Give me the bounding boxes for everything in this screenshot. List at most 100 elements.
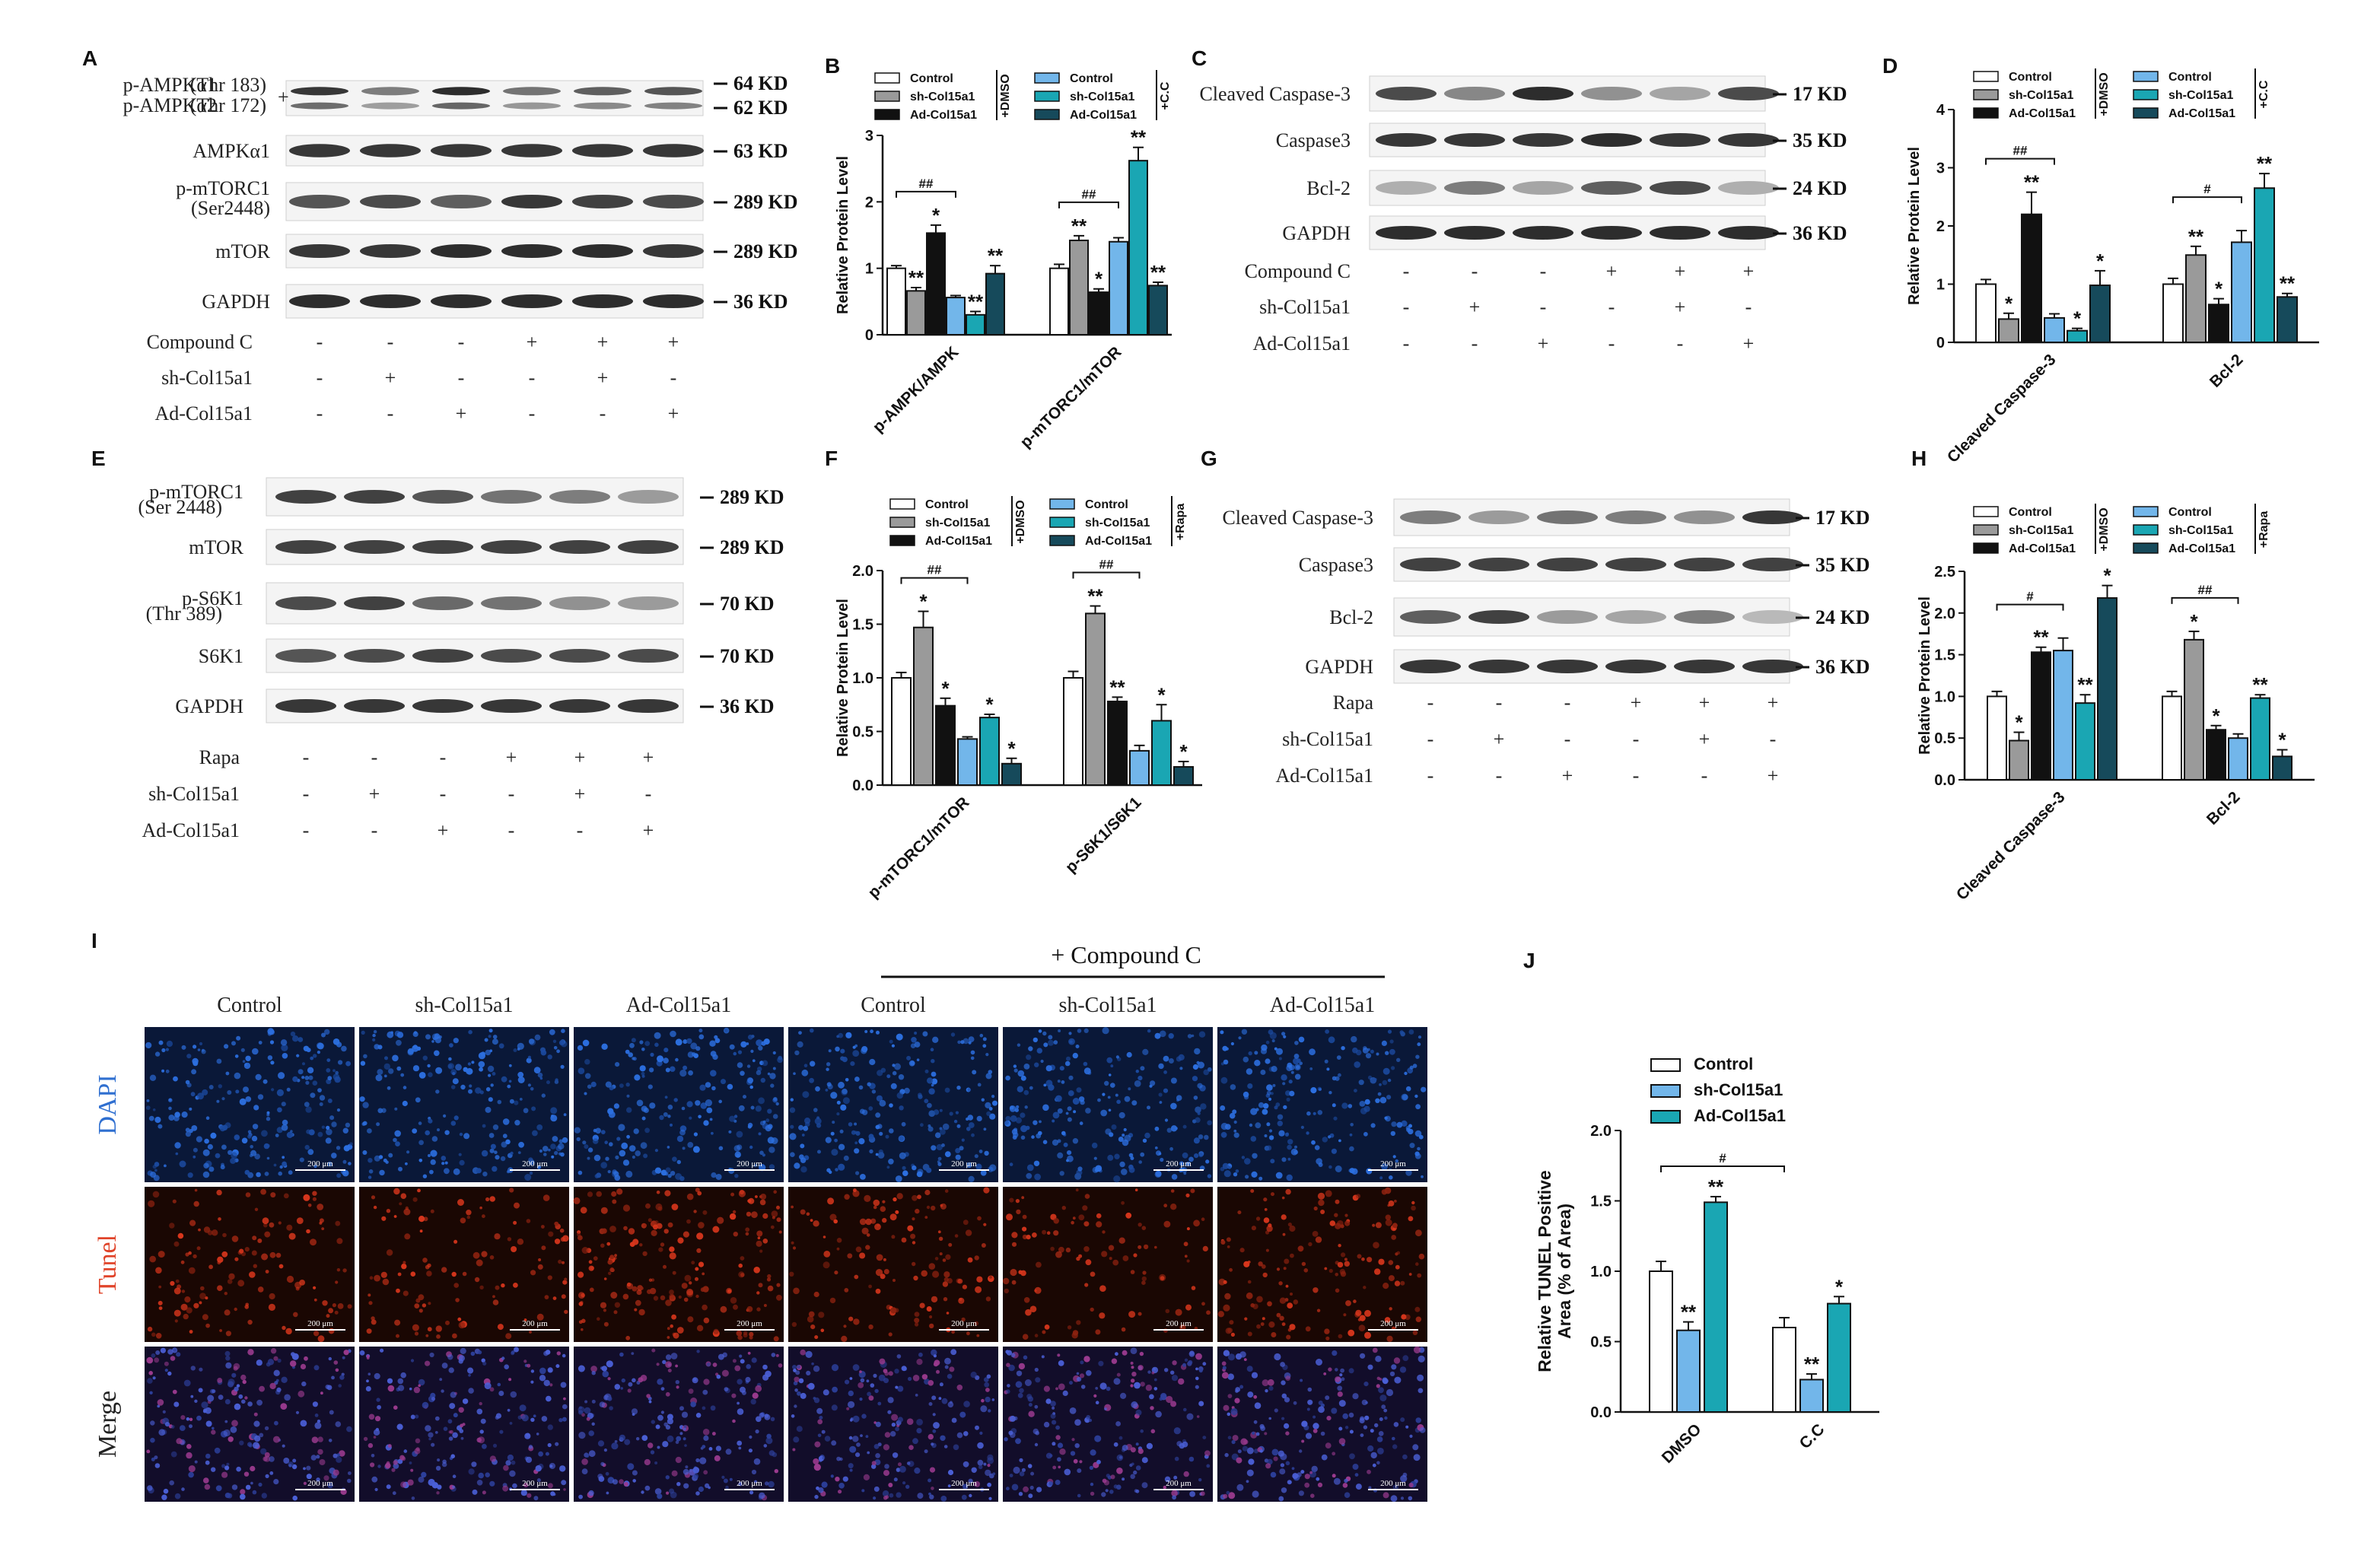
bar [1001, 762, 1022, 786]
cell-nucleus [1354, 1061, 1360, 1068]
cell-nucleus [1370, 1452, 1377, 1459]
cell-nucleus [304, 1076, 310, 1080]
cell-nucleus [889, 1493, 894, 1498]
cell-nucleus [1131, 1462, 1134, 1466]
cell-nucleus [729, 1115, 736, 1122]
cell-nucleus [403, 1449, 408, 1453]
cell-nucleus [280, 1403, 288, 1410]
cell-nucleus [615, 1155, 619, 1159]
cell-nucleus [641, 1048, 645, 1051]
cell-nucleus [966, 1162, 972, 1169]
cell-nucleus [891, 1235, 896, 1239]
cell-nucleus [1135, 1409, 1142, 1416]
cell-nucleus [637, 1285, 643, 1291]
cell-nucleus [1254, 1051, 1258, 1055]
cell-nucleus [377, 1464, 381, 1468]
cell-nucleus [397, 1458, 403, 1464]
cell-nucleus [384, 1056, 388, 1061]
cell-nucleus [801, 1069, 809, 1076]
protein-band [1537, 510, 1598, 524]
cell-nucleus [956, 1385, 963, 1391]
cell-nucleus [596, 1172, 602, 1178]
cell-nucleus [915, 1322, 919, 1327]
protein-band [1718, 181, 1779, 195]
cell-nucleus [180, 1415, 186, 1420]
cell-nucleus [644, 1041, 651, 1046]
cell-nucleus [174, 1142, 181, 1149]
y-tick-label: 2.0 [852, 563, 873, 580]
cell-nucleus [1392, 1223, 1398, 1229]
cell-nucleus [1271, 1332, 1277, 1337]
cell-nucleus [360, 1061, 366, 1066]
cell-nucleus [823, 1251, 831, 1258]
cell-nucleus [749, 1085, 753, 1089]
kd-label: 64 KD [733, 72, 788, 94]
cell-nucleus [695, 1277, 698, 1281]
kd-label: 17 KD [1793, 83, 1847, 105]
cell-nucleus [1009, 1474, 1013, 1477]
band-label: p-mTORC1 [176, 177, 270, 199]
cell-nucleus [204, 1483, 211, 1490]
cell-nucleus [1069, 1407, 1077, 1414]
cell-nucleus [474, 1277, 480, 1283]
treatment-sign: - [317, 367, 323, 389]
cell-nucleus [591, 1399, 596, 1404]
cell-nucleus [154, 1357, 160, 1363]
cell-nucleus [926, 1167, 932, 1173]
cell-nucleus [239, 1248, 244, 1254]
cell-nucleus [199, 1367, 203, 1372]
cell-nucleus [170, 1451, 177, 1458]
cell-nucleus [543, 1153, 547, 1156]
cell-nucleus [667, 1115, 671, 1118]
cell-nucleus [1261, 1264, 1266, 1269]
cell-nucleus [1354, 1473, 1359, 1477]
cell-nucleus [665, 1391, 670, 1397]
micrograph-merge: 200 μm [1217, 1346, 1427, 1503]
cell-nucleus [347, 1478, 352, 1483]
cell-nucleus [591, 1422, 595, 1426]
cell-nucleus [1227, 1353, 1236, 1361]
cell-nucleus [1284, 1423, 1290, 1429]
cell-nucleus [1052, 1119, 1055, 1123]
column-label: Control [861, 994, 926, 1017]
cell-nucleus [1048, 1084, 1055, 1091]
cell-nucleus [957, 1040, 961, 1045]
cell-nucleus [691, 1261, 695, 1265]
cell-nucleus [738, 1190, 746, 1197]
cell-nucleus [543, 1350, 549, 1356]
cell-nucleus [940, 1129, 946, 1135]
cell-nucleus [966, 1331, 970, 1336]
cell-nucleus [1086, 1415, 1091, 1420]
kd-label: 289 KD [720, 486, 784, 508]
cell-nucleus [554, 1239, 561, 1245]
cell-nucleus [748, 1448, 753, 1453]
cell-nucleus [639, 1040, 644, 1045]
cell-nucleus [1140, 1382, 1145, 1387]
cell-nucleus [502, 1134, 508, 1139]
cell-nucleus [1382, 1492, 1389, 1499]
cell-nucleus [1332, 1350, 1338, 1356]
cell-nucleus [1206, 1310, 1211, 1315]
cell-nucleus [693, 1210, 697, 1213]
cell-nucleus [879, 1131, 883, 1136]
cell-nucleus [758, 1132, 762, 1136]
cell-nucleus [1072, 1216, 1076, 1220]
bar [935, 704, 956, 786]
cell-nucleus [552, 1296, 557, 1300]
cell-nucleus [1084, 1283, 1089, 1287]
cell-nucleus [619, 1479, 624, 1484]
cell-nucleus [931, 1487, 934, 1490]
cell-nucleus [388, 1153, 393, 1158]
cell-nucleus [589, 1287, 594, 1293]
cell-nucleus [1337, 1220, 1344, 1227]
cell-nucleus [926, 1306, 932, 1312]
cell-nucleus [794, 1376, 800, 1383]
cell-nucleus [503, 1464, 509, 1471]
cell-nucleus [1192, 1076, 1198, 1082]
cell-nucleus [613, 1103, 620, 1109]
cell-nucleus [1027, 1464, 1032, 1468]
legend-swatch [1049, 535, 1075, 546]
cell-nucleus [410, 1414, 415, 1420]
gel-strip [285, 135, 704, 167]
